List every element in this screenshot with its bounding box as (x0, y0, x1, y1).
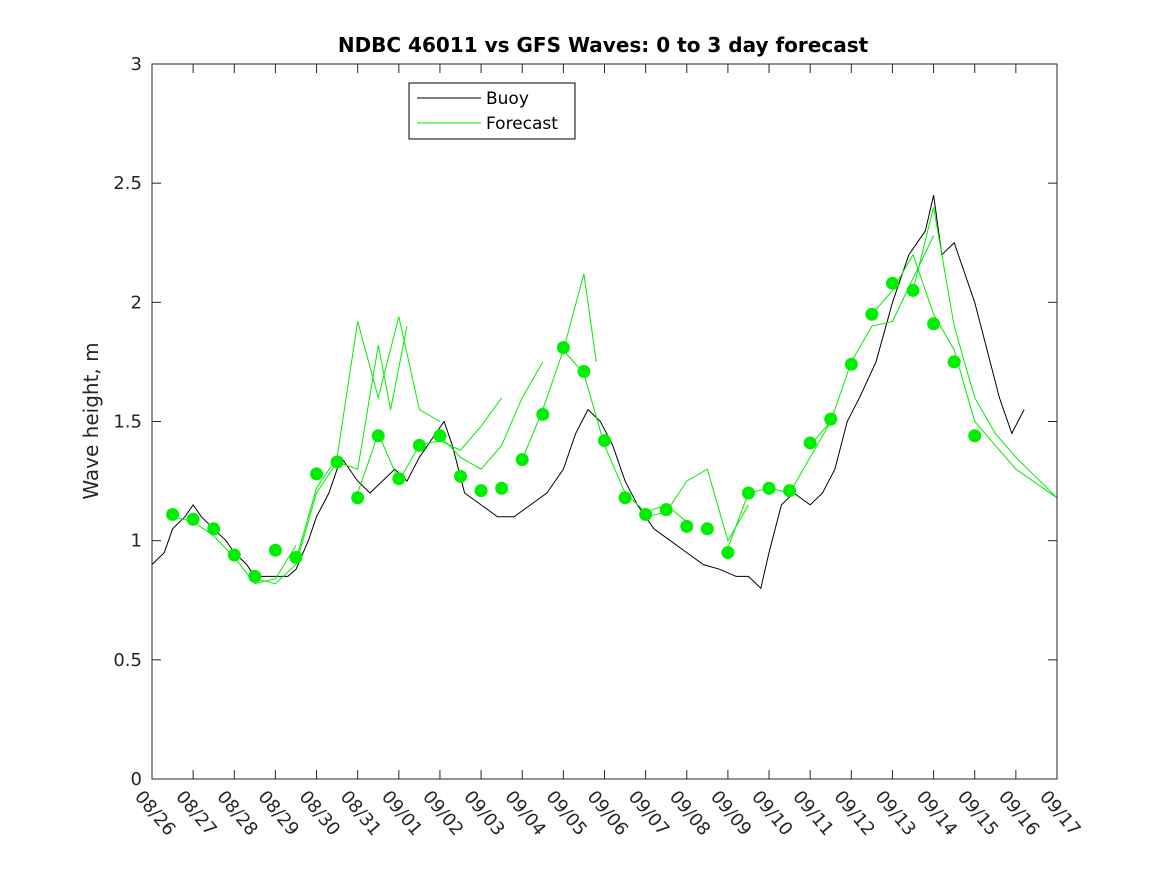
analysis-point-0 (166, 507, 180, 521)
analysis-point-28 (741, 486, 755, 500)
analysis-point-19 (556, 341, 570, 355)
analysis-point-10 (371, 429, 385, 443)
forecast-series-line-11 (912, 206, 1058, 499)
analysis-point-26 (700, 522, 714, 536)
analysis-point-25 (680, 519, 694, 533)
y-tick-label-6: 3 (131, 54, 142, 75)
analysis-point-38 (947, 355, 961, 369)
forecast-series-line-10 (871, 253, 1058, 499)
forecast-series-line-8 (727, 421, 832, 548)
analysis-point-24 (659, 503, 673, 517)
analysis-point-3 (227, 548, 241, 562)
analysis-point-34 (865, 307, 879, 321)
analysis-point-37 (927, 317, 941, 331)
analysis-point-17 (515, 453, 529, 467)
plot-area: 00.511.522.5308/2608/2708/2808/2908/3008… (113, 54, 1084, 840)
legend-buoy-label: Buoy (486, 89, 529, 109)
analysis-point-9 (351, 491, 365, 505)
analysis-point-11 (392, 472, 406, 486)
analysis-point-35 (885, 276, 899, 290)
analysis-point-33 (844, 357, 858, 371)
y-tick-label-1: 0.5 (113, 650, 142, 671)
y-tick-label-4: 2 (131, 292, 142, 313)
y-tick-label-2: 1 (131, 531, 142, 552)
analysis-point-18 (536, 407, 550, 421)
analysis-point-14 (454, 469, 468, 483)
y-tick-label-3: 1.5 (113, 412, 142, 433)
analysis-point-13 (433, 429, 447, 443)
y-axis-label: Wave height, m (79, 342, 103, 499)
analysis-point-32 (824, 412, 838, 426)
analysis-point-2 (207, 522, 221, 536)
analysis-point-36 (906, 283, 920, 297)
legend-box (408, 82, 576, 140)
analysis-point-30 (783, 484, 797, 498)
analysis-point-27 (721, 546, 735, 560)
forecast-series-line-2 (295, 316, 441, 560)
analysis-point-5 (268, 543, 282, 557)
forecast-series-line-4 (439, 361, 544, 470)
analysis-point-15 (474, 484, 488, 498)
buoy-series-line (151, 194, 1025, 590)
y-tick-label-0: 0 (131, 769, 142, 790)
chart-title: NDBC 46011 vs GFS Waves: 0 to 3 day fore… (338, 33, 869, 57)
legend-forecast-label: Forecast (486, 114, 558, 134)
analysis-point-12 (412, 438, 426, 452)
analysis-point-31 (803, 436, 817, 450)
analysis-point-4 (248, 569, 262, 583)
analysis-point-16 (495, 481, 509, 495)
analysis-point-22 (618, 491, 632, 505)
analysis-point-23 (639, 507, 653, 521)
legend: Buoy Forecast (408, 82, 576, 140)
forecast-series-line-3 (357, 397, 503, 494)
plot-background (152, 64, 1057, 779)
analysis-point-29 (762, 481, 776, 495)
analysis-point-39 (968, 429, 982, 443)
analysis-point-20 (577, 364, 591, 378)
y-tick-label-5: 2.5 (113, 173, 142, 194)
analysis-point-8 (330, 455, 344, 469)
analysis-point-21 (598, 434, 611, 448)
analysis-point-1 (186, 512, 200, 526)
analysis-point-7 (310, 467, 324, 481)
analysis-point-6 (289, 550, 303, 564)
